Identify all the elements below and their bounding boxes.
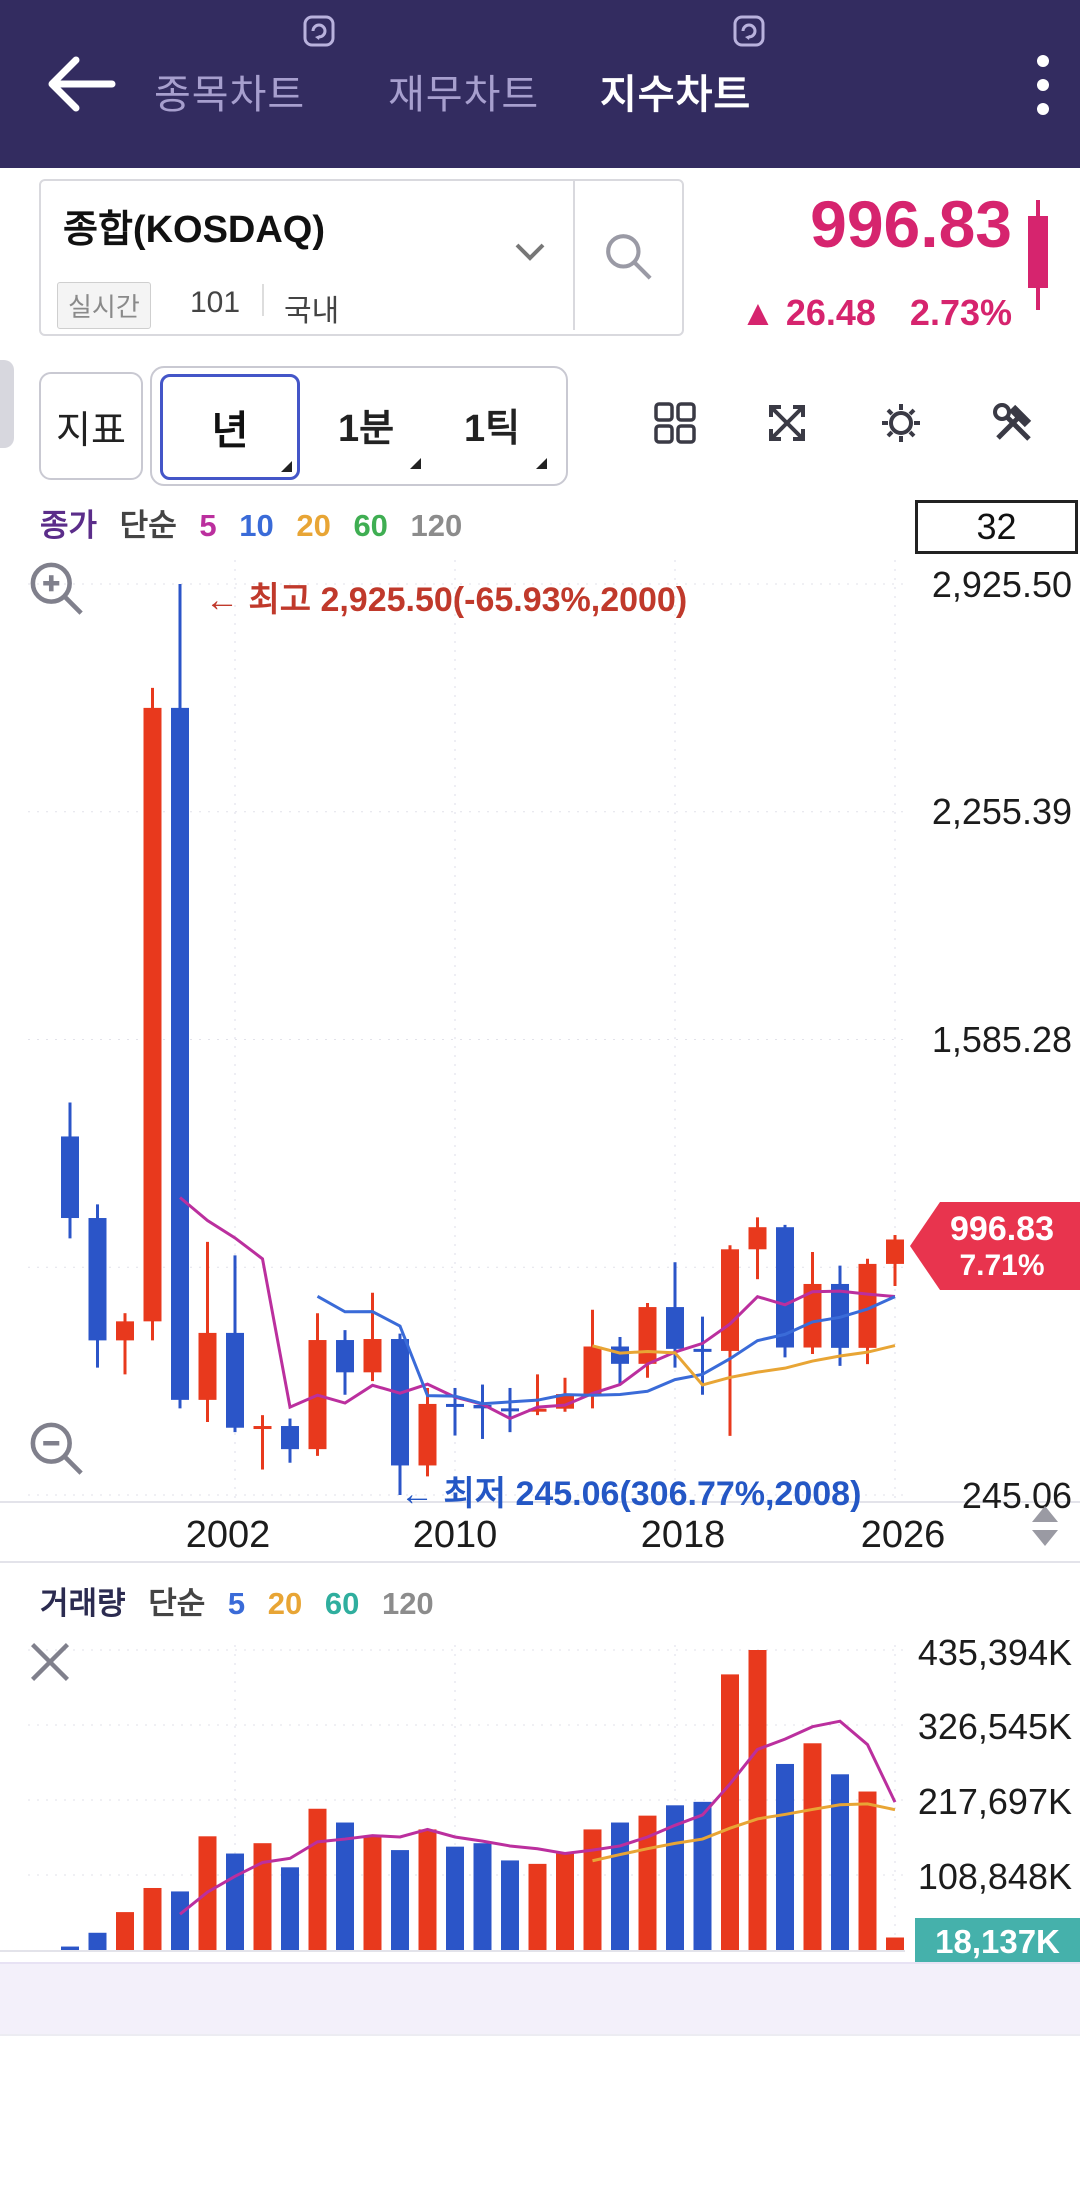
price-change-row: ▲ 26.48 2.73%	[660, 292, 1012, 334]
up-triangle-icon: ▲	[740, 292, 776, 333]
legend-ma120: 120	[381, 1586, 434, 1621]
realtime-badge: 실시간	[57, 282, 151, 329]
current-volume-badge: 18,137K	[915, 1918, 1080, 1966]
legend-ma20: 20	[296, 508, 331, 543]
app-header: 종목차트 재무차트 지수차트	[0, 0, 1080, 168]
y-axis-label: 2,925.50	[931, 564, 1072, 605]
legend-ma120: 120	[410, 508, 463, 543]
x-axis-tick: 2026	[860, 1514, 946, 1556]
x-axis-tick: 2010	[412, 1514, 498, 1556]
dropdown-triangle-icon	[536, 458, 547, 469]
legend-volume: 거래량	[40, 1586, 126, 1621]
legend-type: 단순	[148, 1586, 206, 1621]
axis-scroll-spinner[interactable]	[1032, 1506, 1068, 1558]
y-axis-label: 2,255.39	[931, 791, 1072, 832]
legend-ma10: 10	[239, 508, 274, 543]
back-arrow-icon[interactable]	[26, 42, 122, 126]
volume-axis-label: 217,697K	[917, 1781, 1072, 1822]
volume-axis-label: 108,848K	[917, 1856, 1072, 1897]
zoom-out-icon[interactable]	[26, 1418, 88, 1480]
period-minute-button[interactable]: 1분	[306, 374, 426, 474]
symbol-market: 국내	[284, 295, 340, 328]
legend-type: 단순	[119, 508, 177, 543]
price-change: 26.48	[785, 292, 876, 333]
legend-ma5: 5	[227, 1586, 246, 1621]
expand-icon[interactable]	[764, 400, 810, 446]
tools-icon[interactable]	[990, 400, 1036, 446]
sync-icon	[303, 15, 335, 47]
volume-legend: 거래량 단순 5 20 60 120	[40, 1578, 448, 1623]
y-axis-label: 1,585.28	[931, 1019, 1072, 1060]
down-triangle-icon[interactable]	[1032, 1530, 1058, 1546]
tab-financial-chart[interactable]: 재무차트	[388, 73, 540, 117]
legend-ma60: 60	[353, 508, 388, 543]
volume-axis-label: 326,545K	[917, 1706, 1072, 1747]
candle-count-box: 32	[915, 500, 1078, 554]
x-axis-tick: 2002	[185, 1514, 271, 1556]
more-menu-icon[interactable]	[1036, 54, 1050, 116]
chat-banner[interactable]: 채팅 이제 님 차례에요-들어와서 한 마디만 던져봐요	[0, 1962, 1080, 2036]
legend-ma5: 5	[199, 508, 217, 543]
period-tick-button[interactable]: 1틱	[432, 374, 552, 474]
current-price-flag: 996.83 7.71%	[910, 1202, 1080, 1290]
up-triangle-icon[interactable]	[1032, 1506, 1058, 1522]
symbol-name: 종합(KOSDAQ)	[63, 209, 326, 251]
x-axis-tick: 2018	[640, 1514, 726, 1556]
legend-ma20: 20	[267, 1586, 303, 1621]
drawer-handle[interactable]	[0, 360, 14, 448]
low-annotation: ← 최저 245.06(306.77%,2008)	[400, 1475, 862, 1513]
price-legend: 종가 단순 5 10 20 60 120	[40, 500, 476, 545]
legend-ma60: 60	[324, 1586, 360, 1621]
search-icon[interactable]	[600, 228, 656, 284]
tab-stock-chart[interactable]: 종목차트	[154, 73, 306, 117]
price-change-pct: 2.73%	[909, 292, 1012, 333]
sync-icon	[733, 15, 765, 47]
period-year-button[interactable]: 년	[160, 374, 300, 480]
tab-index-chart[interactable]: 지수차트	[600, 73, 752, 117]
bottom-nav: 메뉴 관심종목 현재가 주문 차트 계좌 종	[0, 2034, 1080, 2191]
symbol-code: 101	[190, 286, 241, 319]
settings-gear-icon[interactable]	[878, 400, 924, 446]
candle-glyph-icon	[1026, 200, 1050, 310]
current-price: 996.83	[810, 187, 1012, 261]
legend-close: 종가	[40, 508, 98, 543]
high-annotation: ← 최고 2,925.50(-65.93%,2000)	[205, 581, 688, 619]
chevron-down-icon[interactable]	[514, 242, 546, 262]
volume-axis-label: 435,394K	[917, 1632, 1072, 1673]
divider	[262, 284, 264, 316]
zoom-in-icon[interactable]	[26, 558, 88, 620]
dropdown-triangle-icon	[281, 461, 292, 472]
layout-grid-icon[interactable]	[652, 400, 698, 446]
divider	[573, 181, 575, 330]
dropdown-triangle-icon	[410, 458, 421, 469]
close-pane-icon[interactable]	[26, 1638, 74, 1686]
indicator-button[interactable]: 지표	[39, 372, 143, 480]
